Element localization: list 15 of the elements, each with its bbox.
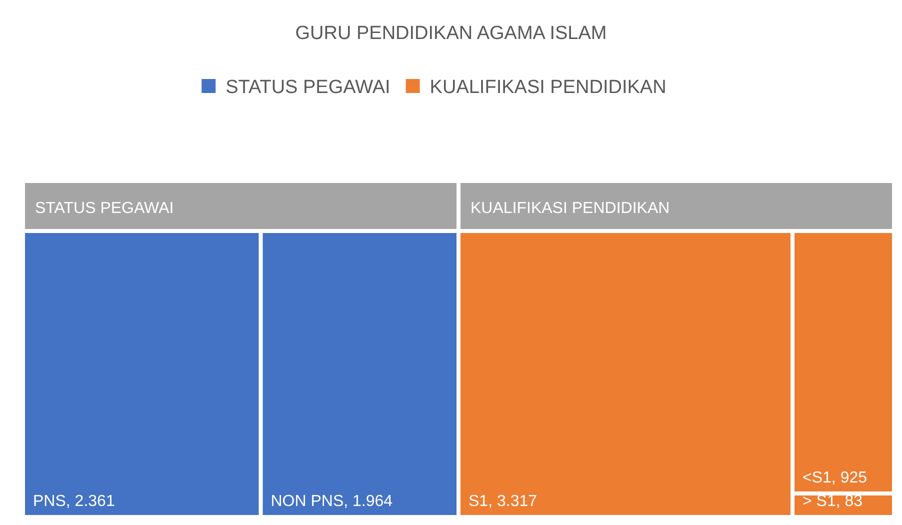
text: STATUS PEGAWAI [35,200,174,217]
category-label: S1 [468,493,488,510]
category-label: > S1 [802,493,836,510]
text: KUALIFIKASI PENDIDIKAN [470,200,670,217]
legend-label: KUALIFIKASI PENDIDIKAN [430,77,666,98]
data-label: , 2.361 [66,493,115,510]
data-label: , 83 [836,493,863,510]
category-label: NON PNS [270,493,344,510]
text: GURU PENDIDIKAN AGAMA ISLAM [295,23,607,44]
category-label: PNS [33,493,66,510]
category-label: <S1 [802,469,832,486]
data-label: , 3.317 [488,493,538,510]
data-label: , 925 [831,469,868,486]
data-label: , 1.964 [344,493,393,510]
legend-label: STATUS PEGAWAI [226,77,390,98]
